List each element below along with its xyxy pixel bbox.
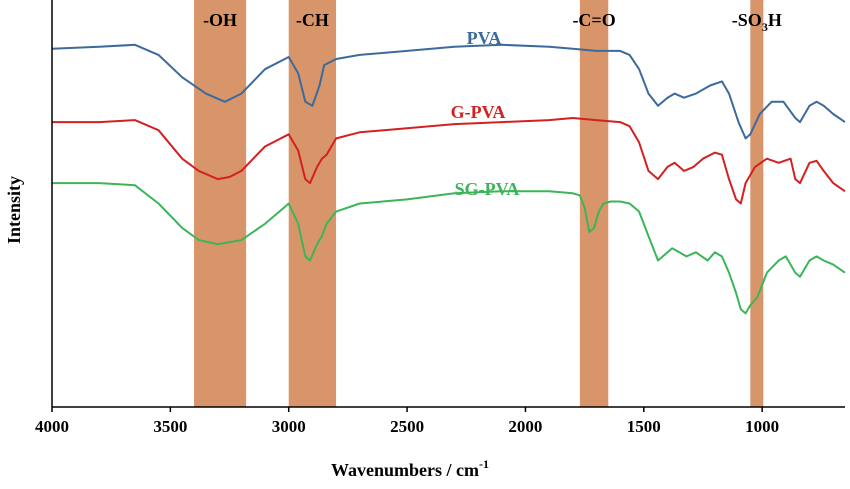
x-tick-label: 3000 <box>272 417 306 436</box>
x-tick-label: 1500 <box>627 417 661 436</box>
x-ticks: 4000 3500 3000 2500 2000 1500 1000 <box>35 407 779 436</box>
band-0 <box>194 0 247 407</box>
x-axis-title-superscript: -1 <box>479 457 489 471</box>
series-label-pva: PVA <box>467 28 502 48</box>
x-tick-label: 3500 <box>153 417 187 436</box>
series-layer: PVA G-PVA SG-PVA <box>51 28 846 315</box>
x-axis-title: Wavenumbers / cm-1 <box>331 457 489 480</box>
series-label-sg-pva: SG-PVA <box>455 179 520 199</box>
series-line-sg-pva <box>52 182 846 315</box>
band-label-0: -OH <box>203 10 237 30</box>
series-line-pva <box>51 43 846 140</box>
series-line-g-pva <box>52 117 846 205</box>
band-label-2: -C=O <box>572 10 615 30</box>
y-axis-title: Intensity <box>4 176 24 244</box>
band-3 <box>750 0 764 407</box>
band-label-1: -CH <box>296 10 329 30</box>
x-tick-label: 2500 <box>390 417 424 436</box>
x-tick-label: 2000 <box>508 417 542 436</box>
band-layer: -OH -CH -C=O -SO3H <box>194 0 782 407</box>
x-tick-label: 1000 <box>745 417 779 436</box>
band-label-3: -SO3H <box>732 10 782 34</box>
series-label-g-pva: G-PVA <box>451 102 506 122</box>
x-tick-label: 4000 <box>35 417 69 436</box>
band-1 <box>288 0 337 407</box>
